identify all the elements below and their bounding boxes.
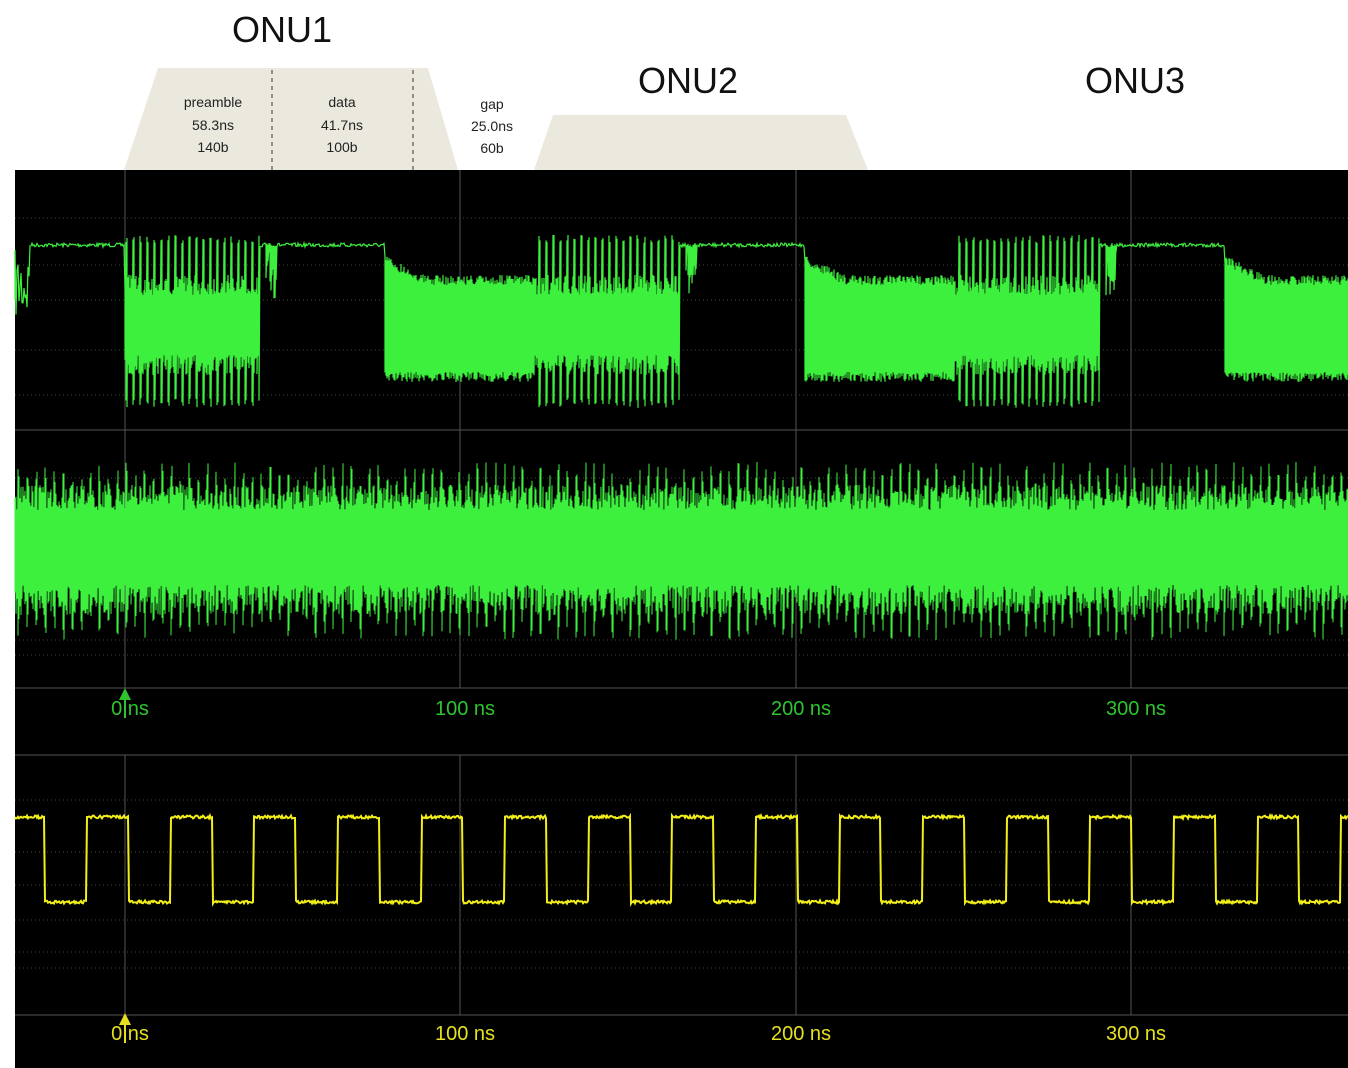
scope-figure: ONU1 ONU2 ONU3 preamble 58.3ns 140b data… xyxy=(0,0,1348,1068)
segment-duration: 25.0ns xyxy=(471,118,513,134)
segment-name: gap xyxy=(480,96,504,112)
segment-bits: 140b xyxy=(197,139,228,155)
time-tick-label: 300 ns xyxy=(1106,698,1166,720)
time-tick-label: 100 ns xyxy=(435,698,495,720)
segment-name: data xyxy=(328,94,355,110)
onu-label: ONU3 xyxy=(1085,60,1185,101)
segment-bits: 100b xyxy=(326,139,357,155)
onu-label: ONU2 xyxy=(638,60,738,101)
onu1-burst-shape xyxy=(124,68,458,170)
time-tick-label: 300 ns xyxy=(1106,1023,1166,1045)
time-tick-label: 0 ns xyxy=(111,1023,149,1045)
segment-name: preamble xyxy=(184,94,243,110)
segment-duration: 58.3ns xyxy=(192,117,234,133)
time-tick-label: 200 ns xyxy=(771,1023,831,1045)
onu2-burst-shape xyxy=(534,115,868,170)
time-tick-label: 100 ns xyxy=(435,1023,495,1045)
time-tick-label: 200 ns xyxy=(771,698,831,720)
page: ONU1 ONU2 ONU3 preamble 58.3ns 140b data… xyxy=(0,0,1348,1068)
time-tick-label: 0 ns xyxy=(111,698,149,720)
segment-bits: 60b xyxy=(480,140,504,156)
onu-label: ONU1 xyxy=(232,9,332,50)
segment-duration: 41.7ns xyxy=(321,117,363,133)
